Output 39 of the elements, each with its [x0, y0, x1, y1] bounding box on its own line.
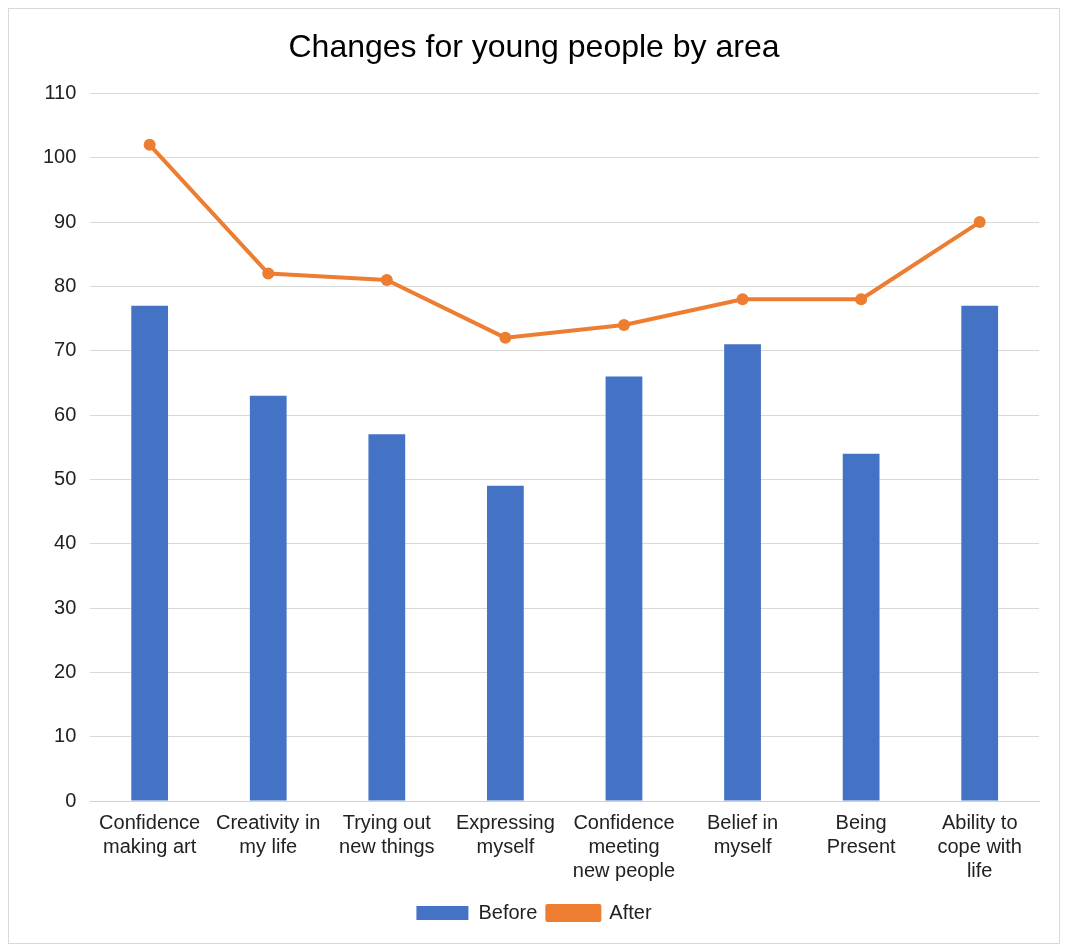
bar [131, 305, 169, 801]
legend-label: After [609, 900, 652, 923]
bar [368, 434, 406, 801]
chart-title: Changes for young people by area [288, 28, 780, 65]
x-tick-label: Confidence meeting new people [572, 810, 676, 881]
point [855, 293, 868, 306]
y-tick-label: 100 [42, 145, 77, 168]
x-tick-label: Trying out new things [339, 810, 435, 857]
x-tick-label: Being Present [826, 810, 897, 857]
x-tick-label: Creativity in my life [216, 810, 321, 857]
y-tick-label: 60 [54, 402, 77, 425]
bar [249, 395, 287, 801]
bar [961, 305, 999, 801]
point [143, 138, 156, 151]
y-tick-label: 0 [65, 788, 77, 811]
point [736, 293, 749, 306]
bar [842, 453, 880, 801]
y-tick-label: 10 [54, 724, 77, 747]
bar [487, 485, 524, 801]
point [617, 318, 630, 331]
bar [605, 376, 643, 801]
legend-label: Before [478, 900, 538, 923]
x-tick-label: Belief in myself [706, 810, 779, 857]
point [973, 216, 986, 229]
y-tick-label: 90 [54, 209, 77, 232]
bar [724, 344, 761, 801]
point [262, 267, 275, 280]
y-tick-label: 40 [54, 531, 77, 554]
y-tick-label: 80 [54, 273, 77, 296]
y-tick-label: 50 [54, 466, 77, 489]
y-tick-label: 110 [44, 80, 77, 103]
x-tick-label: Ability to cope with life [937, 810, 1022, 881]
x-tick-label: Expressing myself [455, 810, 555, 857]
y-tick-label: 20 [54, 659, 77, 682]
point [380, 273, 393, 286]
y-tick-label: 70 [54, 338, 77, 361]
x-tick-label: Confidence making art [99, 810, 201, 857]
point [499, 331, 512, 344]
y-tick-label: 30 [54, 595, 77, 618]
